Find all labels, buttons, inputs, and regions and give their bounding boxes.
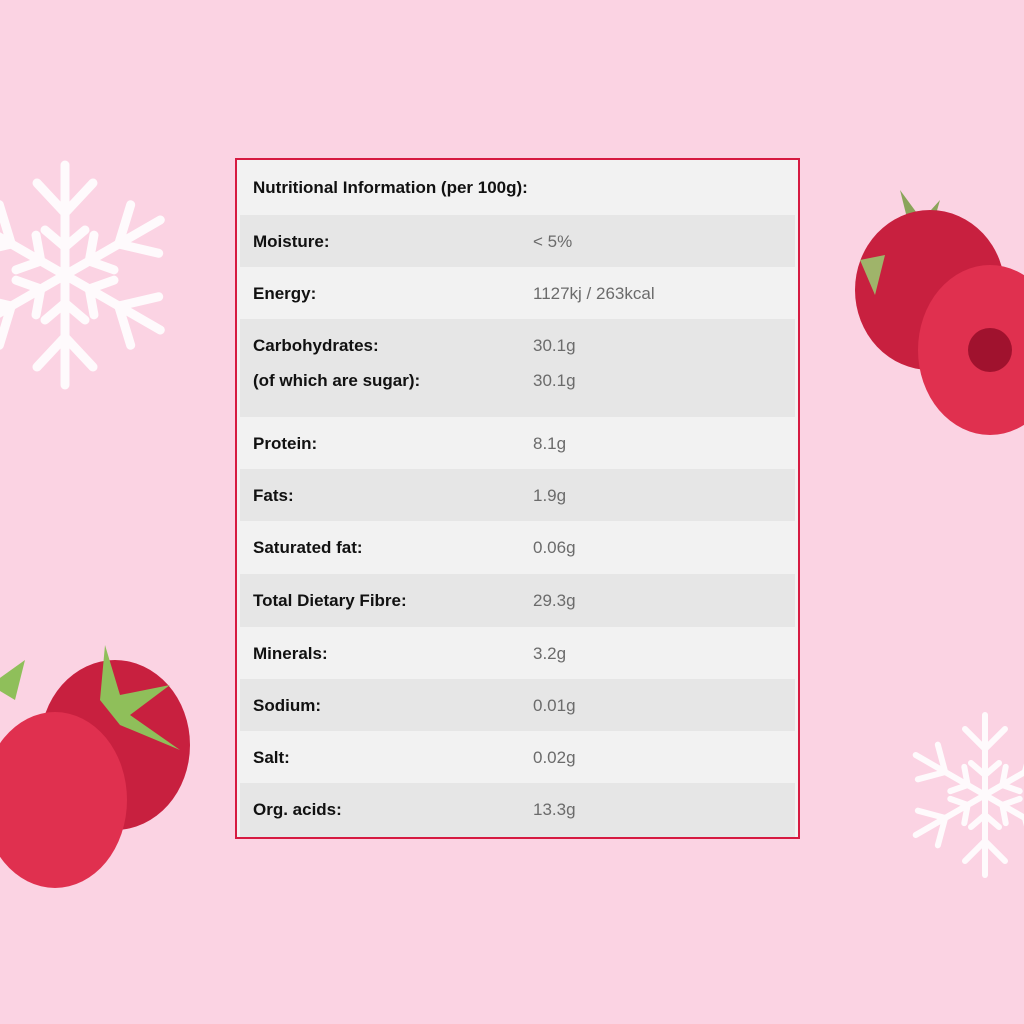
table-row: Energy: 1127kj / 263kcal [240, 267, 795, 319]
raspberry-image [855, 190, 1024, 435]
table-row: Fats: 1.9g [240, 469, 795, 521]
nutrient-label: Energy: [253, 284, 317, 303]
nutrient-value: 0.06g [533, 538, 576, 557]
nutrient-sub-value: 30.1g [533, 371, 576, 390]
nutrient-sub-label: (of which are sugar): [253, 371, 421, 390]
nutrient-label: Minerals: [253, 644, 328, 663]
nutrient-value: 8.1g [533, 434, 567, 453]
snowflake-icon [0, 160, 170, 400]
table-row: Carbohydrates: 30.1g (of which are sugar)… [240, 319, 795, 417]
table-row: Moisture: < 5% [240, 215, 795, 267]
nutrient-value: 29.3g [533, 591, 576, 610]
table-row: Salt: 0.02g [240, 731, 795, 783]
nutrient-label: Protein: [253, 434, 318, 453]
table-row: Org. acids: 13.3g [240, 783, 795, 837]
table-row: Saturated fat: 0.06g [240, 521, 795, 574]
nutrient-label: Carbohydrates: [253, 336, 379, 355]
table-row: Protein: 8.1g [240, 417, 795, 469]
table-header-row: Nutritional Information (per 100g): [240, 160, 795, 215]
nutrient-label: Moisture: [253, 232, 330, 251]
table-title: Nutritional Information (per 100g): [253, 178, 528, 197]
snowflake-icon [895, 712, 1024, 885]
nutrient-value: < 5% [533, 232, 573, 251]
nutrient-value: 1.9g [533, 486, 567, 505]
table-row: Minerals: 3.2g [240, 627, 795, 679]
nutrient-label: Org. acids: [253, 800, 342, 819]
nutrient-label: Sodium: [253, 696, 321, 715]
raspberry-image [0, 645, 190, 888]
table-row: Total Dietary Fibre: 29.3g [240, 574, 795, 627]
nutrient-label: Total Dietary Fibre: [253, 591, 407, 610]
nutrient-label: Salt: [253, 748, 290, 767]
nutrient-value: 1127kj / 263kcal [533, 284, 655, 303]
nutrient-value: 13.3g [533, 800, 576, 819]
nutrient-value: 0.02g [533, 748, 576, 767]
nutrition-table: Nutritional Information (per 100g): Mois… [235, 158, 800, 839]
table-row: Sodium: 0.01g [240, 679, 795, 731]
nutrient-label: Saturated fat: [253, 538, 363, 557]
nutrient-value: 0.01g [533, 696, 576, 715]
nutrient-value: 3.2g [533, 644, 567, 663]
nutrient-label: Fats: [253, 486, 294, 505]
nutrient-value: 30.1g [533, 336, 576, 355]
